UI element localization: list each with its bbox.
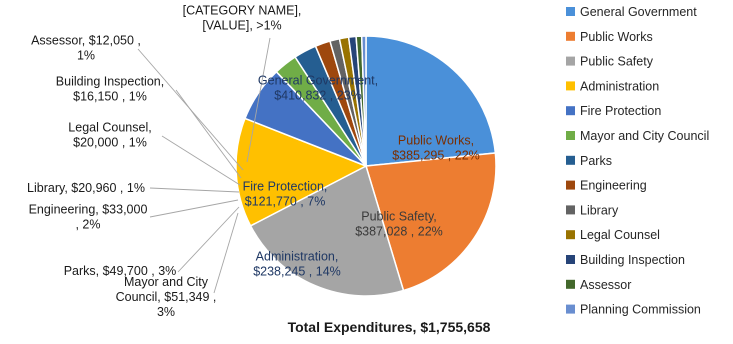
legend-item: Planning Commission (566, 303, 701, 317)
data-labels: General Government, $410,832 , 23% Public … (27, 4, 480, 320)
pie-slice-public-works (365, 152, 497, 292)
legend-swatch (566, 230, 575, 240)
data-label-legal-counsel: Legal Counsel, $20,000 , 1% (68, 121, 151, 150)
data-label-parks: Parks, $49,700 , 3% (64, 264, 177, 278)
legend-item: Assessor (566, 278, 631, 292)
legend-label: Mayor and City Council (580, 129, 709, 143)
leader-line (161, 135, 241, 186)
legend-label: Administration (580, 79, 659, 93)
legend-swatch (566, 7, 575, 16)
legend-label: Engineering (580, 179, 647, 193)
legend-label: Planning Commission (580, 303, 701, 317)
leader-line (149, 187, 240, 193)
legend-item: Public Safety (566, 55, 654, 69)
data-label-fire-protection: Fire Protection, $121,770 , 7% (243, 180, 328, 209)
legend-item: General Government (566, 5, 697, 19)
legend-label: Assessor (580, 278, 631, 292)
pie-slice-planning-commission (360, 35, 367, 167)
data-label-building-inspection: Building Inspection, $16,150 , 1% (56, 75, 164, 104)
legend-item: Legal Counsel (566, 228, 660, 242)
legend-item: Fire Protection (566, 104, 661, 118)
legend-label: Building Inspection (580, 253, 685, 267)
leader-line (137, 48, 244, 171)
leader-lines (137, 37, 271, 294)
legend-swatch (566, 205, 575, 215)
legend-label: Parks (580, 154, 612, 168)
chart-total-label: Total Expenditures, $1,755,658 (288, 319, 491, 335)
legend-label: Public Safety (580, 55, 654, 69)
legend-swatch (566, 131, 575, 140)
legend-swatch (566, 180, 575, 190)
data-label-public-safety: Public Safety, $387,028 , 22% (355, 210, 443, 239)
leader-line (246, 37, 271, 163)
legend-label: Legal Counsel (580, 228, 660, 242)
leader-line (149, 199, 239, 218)
legend-label: Public Works (580, 30, 653, 44)
legend-swatch (566, 255, 575, 264)
pie-slice-public-safety (249, 164, 405, 297)
legend-swatch (566, 304, 575, 314)
leader-line (177, 206, 240, 273)
pie-slices (235, 35, 497, 297)
legend-item: Library (566, 203, 619, 217)
legend-item: Engineering (566, 179, 647, 193)
data-label-planning-commission: [CATEGORY NAME], [VALUE], >1% (183, 4, 302, 33)
legend-swatch (566, 106, 575, 116)
data-label-engineering: Engineering, $33,000, 2% (29, 203, 148, 232)
legend-item: Building Inspection (566, 253, 685, 267)
legend-swatch (566, 155, 575, 165)
legend-label: General Government (580, 5, 697, 19)
data-label-administration: Administration, $238,245 , 14% (253, 250, 341, 279)
data-label-public-works: Public Works, $385,295 , 22% (392, 134, 480, 163)
leader-line (213, 212, 239, 294)
legend-swatch (566, 31, 575, 41)
legend-label: Library (580, 203, 619, 217)
legend: General Government Public Works Public Saf… (566, 5, 709, 317)
legend-swatch (566, 81, 575, 91)
legend-item: Parks (566, 154, 612, 168)
pie-slice-administration (235, 117, 368, 227)
data-label-library: Library, $20,960 , 1% (27, 181, 145, 195)
legend-item: Administration (566, 79, 659, 93)
legend-item: Mayor and City Council (566, 129, 709, 143)
legend-item: Public Works (566, 30, 653, 44)
legend-swatch (566, 56, 575, 66)
pie-slice-general-government (365, 35, 497, 167)
data-label-mayor-and-city-council: Mayor and City Council, $51,349 , 3% (116, 275, 217, 319)
legend-swatch (566, 279, 575, 289)
legend-label: Fire Protection (580, 104, 661, 118)
data-label-assessor: Assessor, $12,050 , 1% (31, 34, 141, 63)
data-label-general-government: General Government, $410,832 , 23% (258, 74, 378, 103)
